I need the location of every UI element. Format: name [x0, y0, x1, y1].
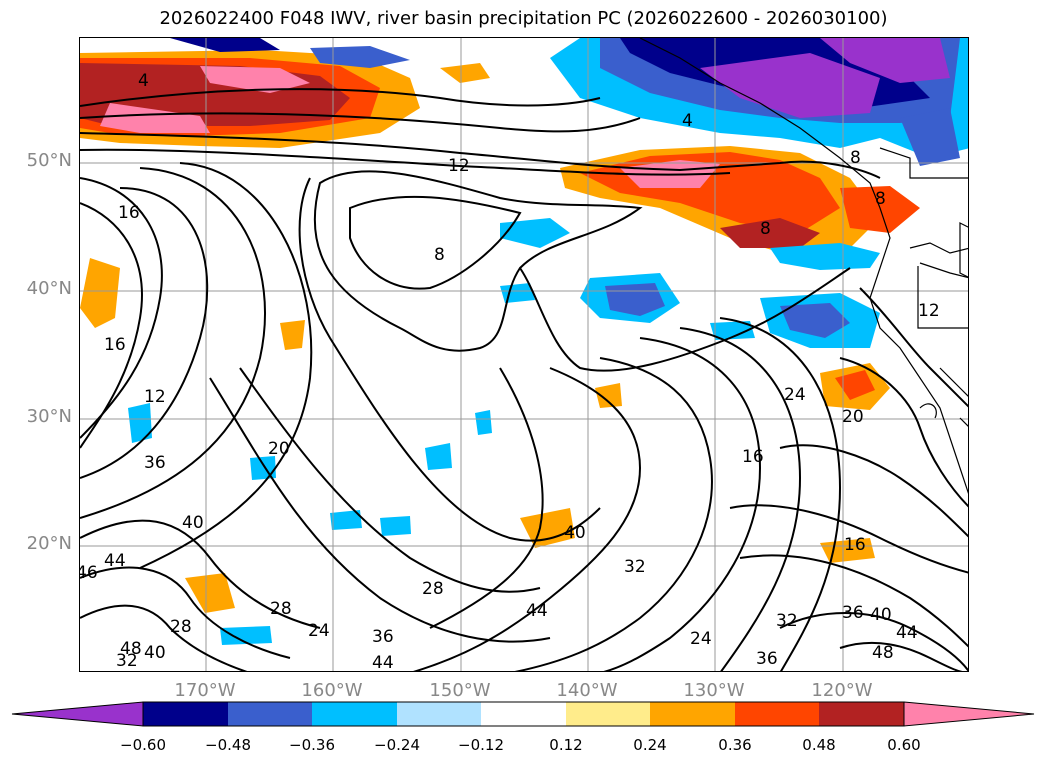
contour-label: 40 — [144, 643, 166, 663]
lon-label-120w: 120°W — [811, 680, 873, 701]
map-canvas: 4 12 16 8 8 8 4 8 16 12 36 40 20 44 46 2… — [80, 38, 968, 672]
contour-label: 12 — [144, 387, 166, 407]
contour-label: 12 — [448, 156, 470, 176]
contour-label: 28 — [270, 599, 292, 619]
colorbar-tick: −0.36 — [289, 736, 335, 754]
contour-label: 16 — [118, 203, 140, 223]
coastlines — [639, 38, 968, 494]
contour-label: 36 — [144, 453, 166, 473]
contour-label: 16 — [742, 447, 764, 467]
contour-label: 12 — [918, 301, 940, 321]
contour-labels: 4 12 16 8 8 8 4 8 16 12 36 40 20 44 46 2… — [80, 71, 940, 672]
precip-shading — [80, 38, 968, 645]
contour-label: 8 — [875, 189, 886, 209]
contour-label: 36 — [372, 627, 394, 647]
colorbar-swatch — [566, 702, 650, 726]
contour-label: 4 — [682, 111, 693, 131]
lat-label-20n: 20°N — [26, 533, 72, 554]
contour-label: 20 — [842, 407, 864, 427]
colorbar-tick: 0.60 — [887, 736, 921, 754]
contour-label: 24 — [308, 621, 330, 641]
iwv-contours — [80, 88, 968, 671]
colorbar-tick: 0.48 — [802, 736, 836, 754]
contour-label: 48 — [120, 639, 142, 659]
contour-label: 40 — [182, 513, 204, 533]
colorbar-swatch — [397, 702, 481, 726]
colorbar-tick: 0.12 — [549, 736, 583, 754]
colorbar-extend-low — [11, 701, 144, 727]
contour-label: 40 — [564, 523, 586, 543]
contour-label: 46 — [80, 563, 98, 583]
contour-label: 36 — [756, 649, 778, 669]
colorbar-swatch — [143, 702, 228, 726]
contour-label: 32 — [116, 651, 138, 671]
contour-label: 20 — [268, 439, 290, 459]
colorbar-extend-high — [903, 701, 1035, 727]
contour-label: 40 — [870, 605, 892, 625]
lat-label-30n: 30°N — [26, 406, 72, 427]
contour-label: 28 — [422, 579, 444, 599]
contour-label: 44 — [104, 551, 126, 571]
lon-label-160w: 160°W — [301, 680, 363, 701]
lon-label-150w: 150°W — [429, 680, 491, 701]
colorbar-tick: 0.24 — [633, 736, 667, 754]
map-panel: 4 12 16 8 8 8 4 8 16 12 36 40 20 44 46 2… — [79, 37, 969, 672]
lat-label-40n: 40°N — [26, 278, 72, 299]
colorbar-swatch — [819, 702, 904, 726]
lon-label-140w: 140°W — [556, 680, 618, 701]
colorbar-tick: −0.60 — [120, 736, 166, 754]
contour-label: 44 — [526, 601, 548, 621]
contour-label: 44 — [896, 623, 918, 643]
contour-label: 8 — [434, 245, 445, 265]
contour-label: 16 — [844, 535, 866, 555]
colorbar-swatch — [228, 702, 312, 726]
contour-label: 16 — [104, 335, 126, 355]
map-title: 2026022400 F048 IWV, river basin precipi… — [159, 8, 888, 29]
colorbar-swatch — [312, 702, 397, 726]
colorbar-swatch — [735, 702, 819, 726]
contour-label: 44 — [372, 653, 394, 672]
lon-label-170w: 170°W — [174, 680, 236, 701]
contour-label: 32 — [624, 557, 646, 577]
contour-label: 24 — [690, 629, 712, 649]
colorbar-tick: −0.48 — [205, 736, 251, 754]
colorbar — [11, 701, 1035, 727]
contour-label: 32 — [776, 611, 798, 631]
colorbar-tick: −0.24 — [374, 736, 420, 754]
colorbar-tick: −0.12 — [458, 736, 504, 754]
lat-label-50n: 50°N — [26, 150, 72, 171]
contour-label: 36 — [842, 603, 864, 623]
colorbar-tick: 0.36 — [718, 736, 752, 754]
lon-label-130w: 130°W — [683, 680, 745, 701]
contour-label: 28 — [170, 617, 192, 637]
colorbar-swatch — [650, 702, 735, 726]
contour-label: 48 — [872, 643, 894, 663]
colorbar-swatch — [481, 702, 566, 726]
contour-label: 4 — [138, 71, 149, 91]
contour-label: 24 — [784, 385, 806, 405]
contour-label: 8 — [760, 219, 771, 239]
contour-label: 8 — [850, 148, 861, 168]
